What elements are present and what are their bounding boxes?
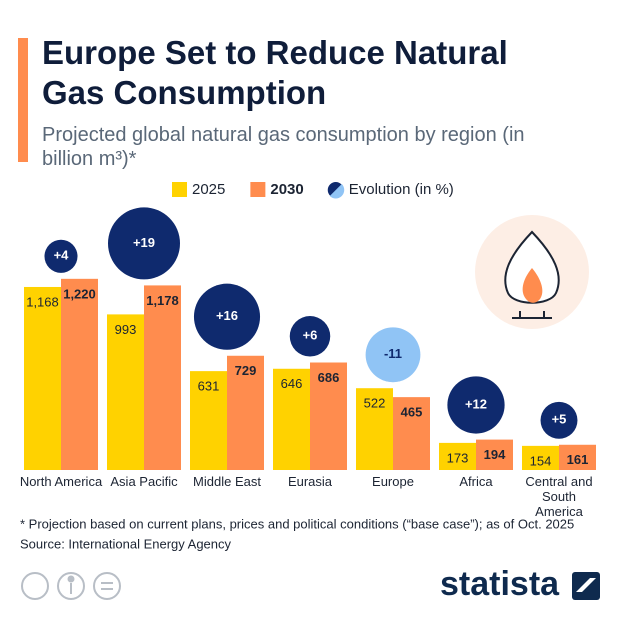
bubble-label: -11 — [384, 346, 402, 361]
bar — [559, 444, 596, 470]
bar — [356, 388, 393, 470]
x-tick-label: Africa — [459, 474, 493, 489]
bar — [190, 371, 227, 470]
value-label: 686 — [318, 370, 340, 385]
bubble-label: +4 — [54, 248, 70, 263]
value-label: 161 — [567, 452, 589, 467]
value-label: 1,178 — [146, 293, 179, 308]
source: Source: International Energy Agency — [20, 536, 232, 551]
bar — [144, 285, 181, 470]
bar — [476, 439, 513, 470]
chart-title: Europe Set to Reduce Natural Gas Consumpt… — [42, 34, 508, 111]
flame-icon — [475, 215, 589, 329]
value-label: 522 — [364, 396, 386, 411]
bubble — [447, 376, 505, 434]
value-label: 631 — [198, 379, 220, 394]
bar — [310, 362, 347, 470]
bubble — [107, 207, 181, 280]
bar — [393, 397, 430, 470]
bubble-label: +5 — [552, 412, 567, 427]
legend-label: 2025 — [192, 181, 225, 198]
x-tick-label: Asia Pacific — [110, 474, 178, 489]
value-label: 465 — [401, 405, 423, 420]
legend-swatch — [172, 182, 187, 197]
title-accent — [18, 38, 28, 162]
bubble-label: +12 — [465, 396, 487, 411]
bubble — [193, 283, 261, 350]
brand: statista — [440, 565, 560, 603]
x-tick-label: Middle East — [193, 474, 261, 489]
x-tick-label: Central and South America — [525, 474, 593, 519]
bar — [61, 278, 98, 470]
value-label: 729 — [235, 363, 257, 378]
value-label: 646 — [281, 376, 303, 391]
legend-swatch — [329, 184, 345, 199]
bar — [227, 355, 264, 470]
value-label: 1,168 — [26, 294, 59, 309]
brand-logo — [572, 572, 600, 600]
bar — [107, 314, 144, 470]
value-label: 154 — [530, 453, 552, 468]
x-tick-label: Eurasia — [287, 474, 333, 489]
value-label: 173 — [447, 450, 469, 465]
bubble — [289, 316, 331, 357]
value-label: 194 — [484, 447, 506, 462]
legend-label: 2030 — [270, 181, 303, 198]
bubble-label: +6 — [303, 328, 318, 343]
x-tick-label: Europe — [372, 474, 414, 489]
bubble — [540, 401, 578, 439]
value-label: 1,220 — [63, 286, 96, 301]
x-tick-label: North America — [19, 474, 103, 489]
legend-swatch — [250, 182, 266, 197]
license-icons — [21, 572, 121, 600]
bubble — [44, 239, 78, 273]
bubble-label: +16 — [216, 308, 238, 323]
bar — [522, 445, 559, 470]
chart-subtitle: Projected global natural gas consumption… — [42, 124, 525, 170]
bar — [273, 368, 310, 470]
footnote: * Projection based on current plans, pri… — [20, 516, 574, 531]
bubble-label: +19 — [133, 235, 155, 250]
bar — [439, 442, 476, 470]
value-label: 993 — [115, 322, 137, 337]
bubble — [365, 327, 421, 383]
legend-label: Evolution (in %) — [349, 181, 454, 198]
bar — [24, 286, 61, 470]
